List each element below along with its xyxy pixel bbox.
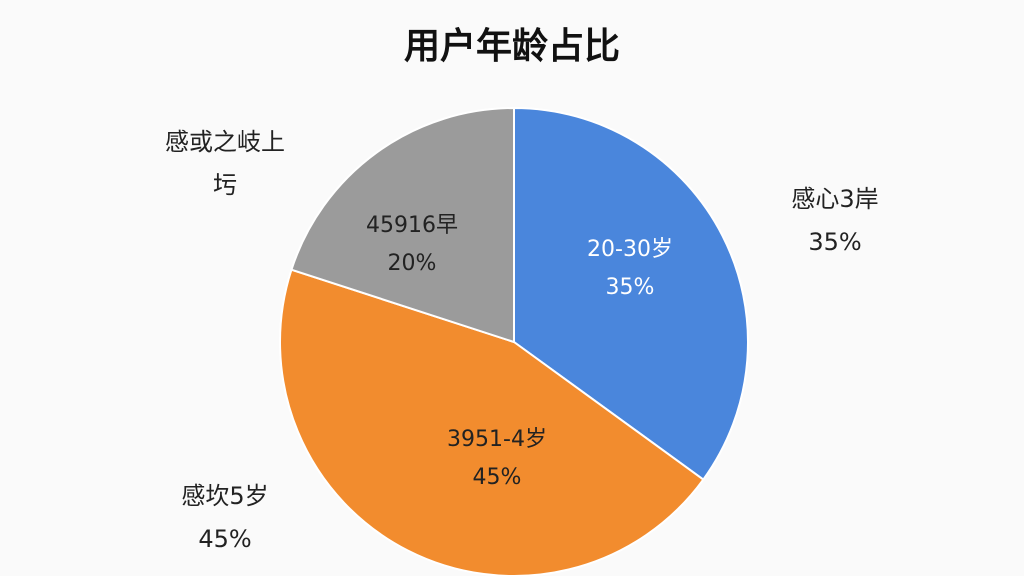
outer-label: 45% — [198, 525, 251, 553]
outer-label: 感心3岸 — [791, 185, 878, 213]
slice-label: 3951-4岁 — [447, 427, 547, 452]
outer-label: 圬 — [213, 171, 237, 199]
pie-slice — [513, 106, 749, 481]
chart-title: 用户年龄占比 — [404, 26, 620, 67]
slice-label: 45916早 — [366, 213, 458, 238]
outer-label: 35% — [808, 228, 861, 256]
outer-label: 感或之岐上 — [165, 128, 285, 156]
pie-slice — [279, 268, 705, 576]
slice-value-label: 45% — [473, 465, 522, 490]
slice-value-label: 35% — [606, 275, 655, 300]
slice-label: 20-30岁 — [587, 237, 673, 262]
pie-slice — [290, 106, 515, 344]
slice-value-label: 20% — [388, 251, 437, 276]
outer-label: 感坎5岁 — [181, 482, 268, 510]
